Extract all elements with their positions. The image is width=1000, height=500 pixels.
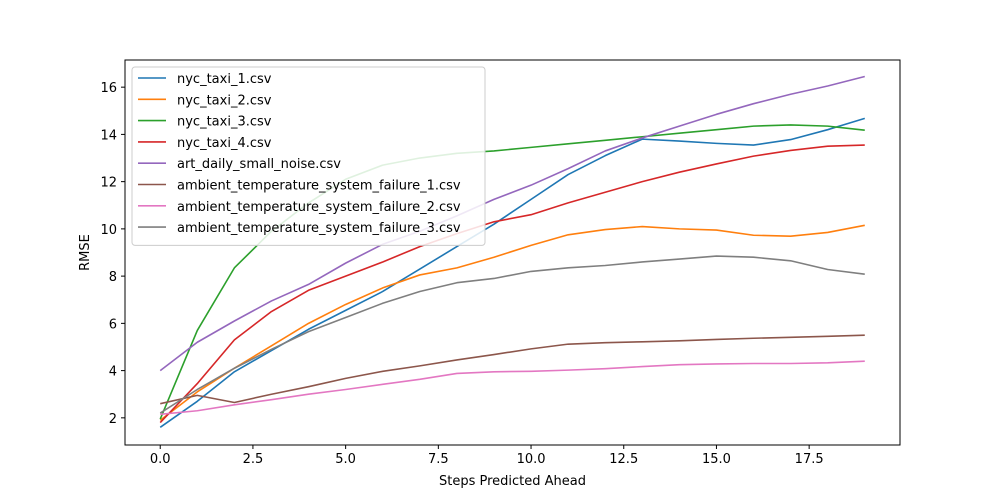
axes: 0.0 2.5 5.0 7.5 10.0 12.5 15.0 17.5 2 4 6 8 10 12 14 16 <box>100 81 823 467</box>
legend-label: nyc_taxi_4.csv <box>177 136 272 151</box>
x-tick-label: 7.5 <box>428 452 449 467</box>
y-tick-label: 2 <box>109 412 117 427</box>
series-line-1 <box>159 224 865 421</box>
x-tick-label: 5.0 <box>335 452 356 467</box>
y-tick-label: 12 <box>100 176 117 191</box>
series-line-3 <box>159 144 865 424</box>
series-line-5 <box>160 334 865 405</box>
y-tick-label: 4 <box>109 365 117 380</box>
legend-label: nyc_taxi_1.csv <box>177 72 272 87</box>
legend-label: ambient_temperature_system_failure_2.csv <box>177 200 461 215</box>
y-tick-label: 6 <box>109 317 117 332</box>
legend-label: nyc_taxi_2.csv <box>177 93 272 108</box>
series-line-6 <box>160 360 865 416</box>
x-tick-label: 17.5 <box>795 452 824 467</box>
series-line-7 <box>159 255 865 414</box>
y-tick-label: 10 <box>100 223 117 238</box>
x-tick-label: 2.5 <box>243 452 264 467</box>
plot-frame <box>124 59 901 446</box>
x-tick-label: 10.0 <box>517 452 546 467</box>
legend-label: art_daily_small_noise.csv <box>177 157 341 172</box>
legend: nyc_taxi_1.csv nyc_taxi_2.csv nyc_taxi_3.c… <box>131 66 486 246</box>
x-axis-title: Steps Predicted Ahead <box>439 474 586 489</box>
legend-label: nyc_taxi_3.csv <box>177 115 272 130</box>
y-tick-label: 14 <box>100 128 117 143</box>
x-tick-label: 0.0 <box>150 452 171 467</box>
legend-label: ambient_temperature_system_failure_1.csv <box>177 179 461 194</box>
y-axis-title: RMSE <box>78 234 93 271</box>
x-tick-label: 15.0 <box>702 452 731 467</box>
y-tick-label: 8 <box>109 270 117 285</box>
series-lines <box>159 75 866 428</box>
series-line-4 <box>159 75 865 372</box>
legend-box <box>131 66 486 246</box>
legend-label: ambient_temperature_system_failure_3.csv <box>177 221 461 236</box>
y-tick-label: 16 <box>100 81 117 96</box>
x-tick-label: 12.5 <box>609 452 638 467</box>
